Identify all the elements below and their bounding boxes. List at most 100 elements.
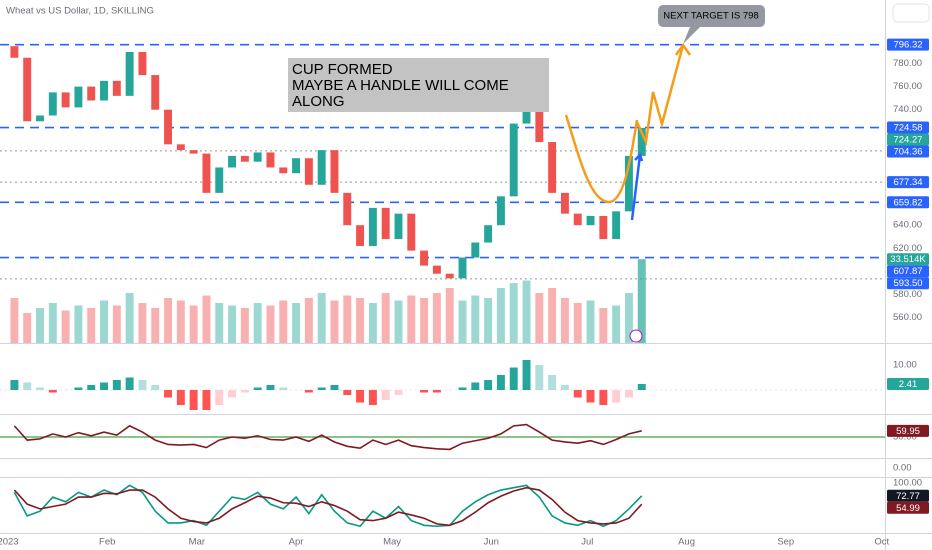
candle-body [612, 211, 621, 240]
price-label-box [887, 121, 929, 134]
volume-bar [228, 305, 237, 343]
macd-bar [279, 387, 288, 390]
price-label-box [887, 265, 929, 278]
macd-bar [458, 387, 467, 390]
volume-bar [509, 283, 518, 343]
candle-body [304, 158, 313, 185]
candle-body [125, 51, 134, 96]
volume-bar [61, 310, 70, 343]
candle-body [266, 152, 275, 168]
macd-bar [87, 385, 96, 390]
y-tick-label: 50.00 [893, 432, 917, 443]
volume-bar [74, 305, 83, 343]
candle-body [573, 213, 582, 226]
candle-body [343, 192, 352, 226]
y-tick-label: 620.00 [893, 243, 922, 254]
volume-bar [356, 298, 365, 343]
macd-bar [48, 390, 57, 393]
candle-body [189, 150, 198, 154]
candle-body [471, 242, 480, 258]
candle-body [509, 123, 518, 197]
volume-bar [599, 308, 608, 343]
y-tick-label: 560.00 [893, 312, 922, 323]
volume-bar [240, 308, 249, 343]
macd-bar [394, 390, 403, 395]
macd-bar [23, 382, 32, 390]
volume-bar [189, 305, 198, 343]
y-tick-label: 0.00 [893, 463, 912, 474]
candle-body [279, 167, 288, 174]
volume-bar [292, 303, 301, 343]
volume-bar [560, 298, 569, 343]
annotation: ALONG [292, 93, 345, 110]
macd-bar [266, 385, 275, 390]
volume-bar [253, 303, 262, 343]
candle-body [112, 80, 121, 96]
blue-arrow [630, 152, 644, 221]
candle-body [228, 155, 237, 168]
volume-bar [548, 288, 557, 343]
candle-body [368, 207, 377, 246]
candle-body [586, 215, 595, 226]
price-label: 704.36 [893, 147, 922, 158]
volume-bar [151, 308, 160, 343]
volume-bar [176, 300, 185, 343]
volume-bar [407, 295, 416, 343]
menu-button[interactable] [892, 3, 930, 23]
x-tick-label: Jul [581, 537, 593, 548]
macd-bar [599, 390, 608, 405]
x-tick-label: 2023 [0, 537, 19, 548]
candle-body [624, 155, 633, 212]
x-tick-label: Mar [189, 537, 205, 548]
price-label-box [887, 38, 929, 51]
volume-bar [343, 295, 352, 343]
volume-bar [573, 303, 582, 343]
macd-bar [484, 380, 493, 390]
candle-body [36, 115, 44, 122]
candle-body [420, 250, 429, 266]
x-tick-label: May [383, 537, 401, 548]
x-tick-label: Apr [289, 537, 304, 548]
macd-bar [215, 390, 224, 405]
price-label: 33.514K [890, 254, 926, 265]
candle-body [535, 103, 544, 143]
volume-bar [535, 293, 544, 343]
volume-bar [484, 298, 493, 343]
candle-body [522, 103, 531, 124]
price-label: 72.77 [896, 491, 920, 502]
volume-bar [330, 300, 339, 343]
candle-body [151, 75, 160, 110]
event-icon[interactable] [629, 329, 643, 343]
candle-body [202, 153, 211, 193]
x-tick-label: Oct [874, 537, 889, 548]
price-label: 2.41 [899, 379, 918, 390]
x-tick-label: Jun [484, 537, 499, 548]
macd-bar [420, 390, 429, 393]
macd-bar [253, 387, 262, 390]
volume-bar [304, 298, 313, 343]
price-label: 796.32 [893, 40, 922, 51]
macd-bar [74, 387, 83, 390]
volume-bar [164, 298, 173, 343]
volume-bar [445, 288, 454, 343]
price-label: 54.99 [896, 503, 920, 514]
candle-body [381, 207, 390, 240]
macd-bar [471, 382, 480, 390]
volume-bar [279, 300, 288, 343]
x-tick-label: Feb [99, 537, 115, 548]
candle-body [496, 196, 505, 226]
volume-bar [432, 293, 441, 343]
volume-bar [624, 293, 633, 343]
price-label-box [887, 145, 929, 158]
candle-body [407, 213, 416, 251]
volume-bar [612, 305, 621, 343]
macd-bar [624, 390, 633, 398]
macd-bar [612, 390, 621, 403]
candle-body [484, 225, 493, 243]
macd-bar [36, 387, 44, 390]
candle-body [87, 86, 96, 101]
candle-body [10, 46, 19, 58]
candle-body [445, 273, 454, 279]
